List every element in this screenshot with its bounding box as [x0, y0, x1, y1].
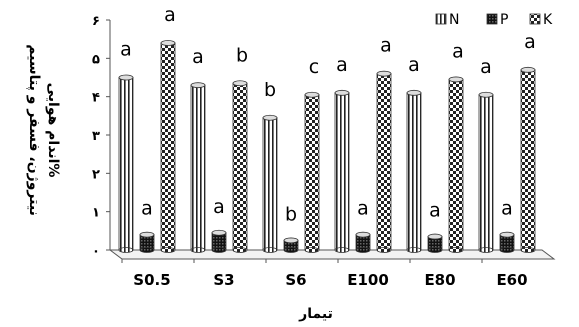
data-label: a — [164, 4, 176, 26]
bar-n — [334, 89, 350, 253]
data-label: a — [213, 196, 225, 218]
data-label: a — [357, 198, 369, 220]
y-axis-title-line-1: نیتروژن، فسفر و پتاسیم — [26, 44, 42, 216]
bar-k — [448, 76, 464, 253]
legend-label: P — [500, 12, 508, 28]
bar-p — [283, 237, 299, 253]
bar-p — [427, 233, 443, 253]
data-label: a — [429, 200, 441, 222]
bar-p — [139, 231, 155, 253]
bar-k — [520, 66, 536, 253]
data-label: c — [309, 56, 319, 78]
bar-n — [262, 114, 278, 253]
bar-k — [376, 70, 392, 253]
bar-k — [160, 40, 176, 253]
x-tick-label: E80 — [424, 271, 455, 289]
y-axis-title-line-2: اندام هوایی% — [45, 83, 61, 178]
legend-item-n: N — [435, 12, 459, 28]
x-tick-label: E60 — [496, 271, 527, 289]
legend-item-k: K — [529, 12, 553, 28]
y-tick-label: ۱ — [92, 206, 100, 221]
data-label: a — [452, 40, 464, 62]
bars — [118, 40, 536, 253]
y-axis-title: نیتروژن، فسفر و پتاسیم اندام هوایی% — [26, 44, 61, 216]
x-tick-label: S3 — [213, 271, 234, 289]
bar-n — [190, 82, 206, 253]
data-label: a — [501, 198, 513, 220]
y-tick-label: ۲ — [92, 167, 100, 182]
data-label: a — [408, 54, 420, 76]
legend-label: K — [543, 12, 553, 28]
bar-p — [499, 231, 515, 253]
data-label: a — [480, 56, 492, 78]
legend-label: N — [449, 12, 459, 28]
legend-swatch — [435, 13, 447, 25]
y-tick-label: ۳ — [92, 129, 100, 144]
data-label: a — [120, 39, 132, 61]
legend-swatch — [486, 13, 498, 25]
legend-item-p: P — [486, 12, 508, 28]
data-label: b — [264, 79, 276, 101]
bar-p — [355, 231, 371, 253]
x-axis-title: تیمار — [298, 306, 333, 322]
bar-k — [232, 80, 248, 253]
bar-n — [118, 74, 134, 253]
data-label: b — [285, 203, 297, 225]
data-label: a — [192, 46, 204, 68]
data-label: a — [524, 31, 536, 53]
y-tick-label: ۵ — [92, 52, 100, 67]
y-tick-label: ۴ — [92, 91, 100, 106]
x-tick-label: E100 — [347, 271, 389, 289]
bar-n — [478, 91, 494, 253]
data-label: a — [380, 35, 392, 57]
bar-n — [406, 89, 422, 253]
y-tick-label: ۰ — [92, 244, 100, 259]
bar-p — [211, 229, 227, 253]
x-tick-label: S0.5 — [133, 271, 170, 289]
x-tick-label: S6 — [285, 271, 306, 289]
data-label: b — [236, 44, 248, 66]
y-tick-label: ۶ — [92, 14, 100, 29]
bar-k — [304, 91, 320, 253]
data-label: a — [141, 198, 153, 220]
legend-swatch — [529, 13, 541, 25]
data-label: a — [336, 54, 348, 76]
